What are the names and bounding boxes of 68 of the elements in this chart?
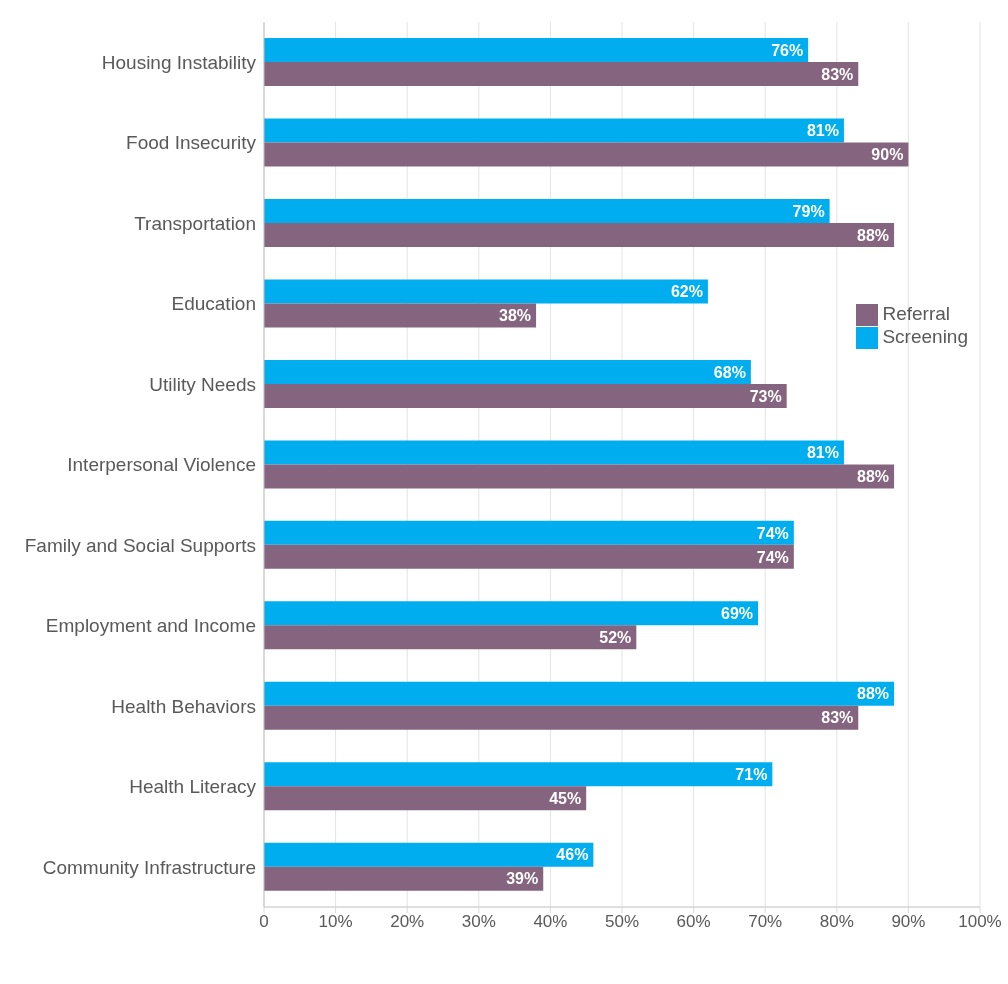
y-tick-label: Employment and Income <box>45 615 256 637</box>
bar <box>264 62 859 87</box>
y-tick-label: Interpersonal Violence <box>67 454 256 476</box>
data-label: 81% <box>806 122 839 140</box>
bar <box>264 866 544 891</box>
legend-label: Screening <box>882 325 968 347</box>
data-label: 45% <box>549 789 582 807</box>
data-label: 83% <box>821 65 854 83</box>
bar <box>264 38 809 63</box>
data-label: 74% <box>756 548 789 566</box>
x-tick-label: 40% <box>533 912 568 932</box>
data-label: 79% <box>792 202 825 220</box>
bar <box>264 842 594 867</box>
y-tick-label: Utility Needs <box>149 373 256 395</box>
bar <box>264 359 751 384</box>
data-label: 90% <box>871 146 904 164</box>
data-label: 88% <box>857 685 890 703</box>
data-label: 73% <box>749 387 782 405</box>
bar <box>264 440 844 465</box>
x-tick-label: 100% <box>958 912 1002 932</box>
x-tick-label: 70% <box>748 912 783 932</box>
data-label: 74% <box>756 524 789 542</box>
data-label: 38% <box>499 307 532 325</box>
bar <box>264 142 909 167</box>
x-tick-label: 80% <box>819 912 854 932</box>
bar <box>264 705 859 730</box>
x-tick-label: 30% <box>461 912 496 932</box>
bar <box>264 601 759 626</box>
legend-label: Referral <box>882 303 951 324</box>
bar <box>264 520 794 545</box>
data-label: 88% <box>857 468 890 486</box>
data-label: 81% <box>806 444 839 462</box>
bar <box>264 544 794 569</box>
y-tick-label: Health Behaviors <box>111 695 256 717</box>
bar <box>264 383 787 408</box>
data-label: 83% <box>821 709 854 727</box>
bar <box>264 303 537 328</box>
bar <box>264 762 773 787</box>
data-label: 71% <box>735 765 768 783</box>
x-tick-label: 90% <box>891 912 926 932</box>
x-tick-label: 0 <box>259 912 269 932</box>
data-label: 69% <box>721 604 754 622</box>
data-label: 46% <box>556 846 589 864</box>
data-label: 88% <box>857 226 890 244</box>
bar <box>264 223 895 248</box>
y-tick-label: Health Literacy <box>129 776 257 798</box>
x-tick-label: 10% <box>318 912 353 932</box>
x-tick-label: 60% <box>676 912 711 932</box>
bar <box>264 681 895 706</box>
bar <box>264 786 587 811</box>
data-label: 62% <box>670 283 703 301</box>
y-tick-label: Transportation <box>134 212 256 234</box>
y-tick-label: Community Infrastructure <box>42 856 256 878</box>
data-label: 39% <box>506 870 539 888</box>
y-tick-label: Food Insecurity <box>126 132 257 154</box>
bar <box>264 118 844 143</box>
y-tick-label: Education <box>171 293 256 315</box>
bar <box>264 199 830 224</box>
data-label: 52% <box>599 628 632 646</box>
y-tick-label: Housing Instability <box>101 51 257 73</box>
x-tick-label: 20% <box>390 912 425 932</box>
bar <box>264 279 708 304</box>
bar <box>264 625 637 650</box>
y-tick-label: Family and Social Supports <box>24 534 256 556</box>
data-label: 68% <box>713 363 746 381</box>
bar <box>264 464 895 489</box>
data-label: 76% <box>771 41 804 59</box>
x-tick-label: 50% <box>604 912 640 932</box>
